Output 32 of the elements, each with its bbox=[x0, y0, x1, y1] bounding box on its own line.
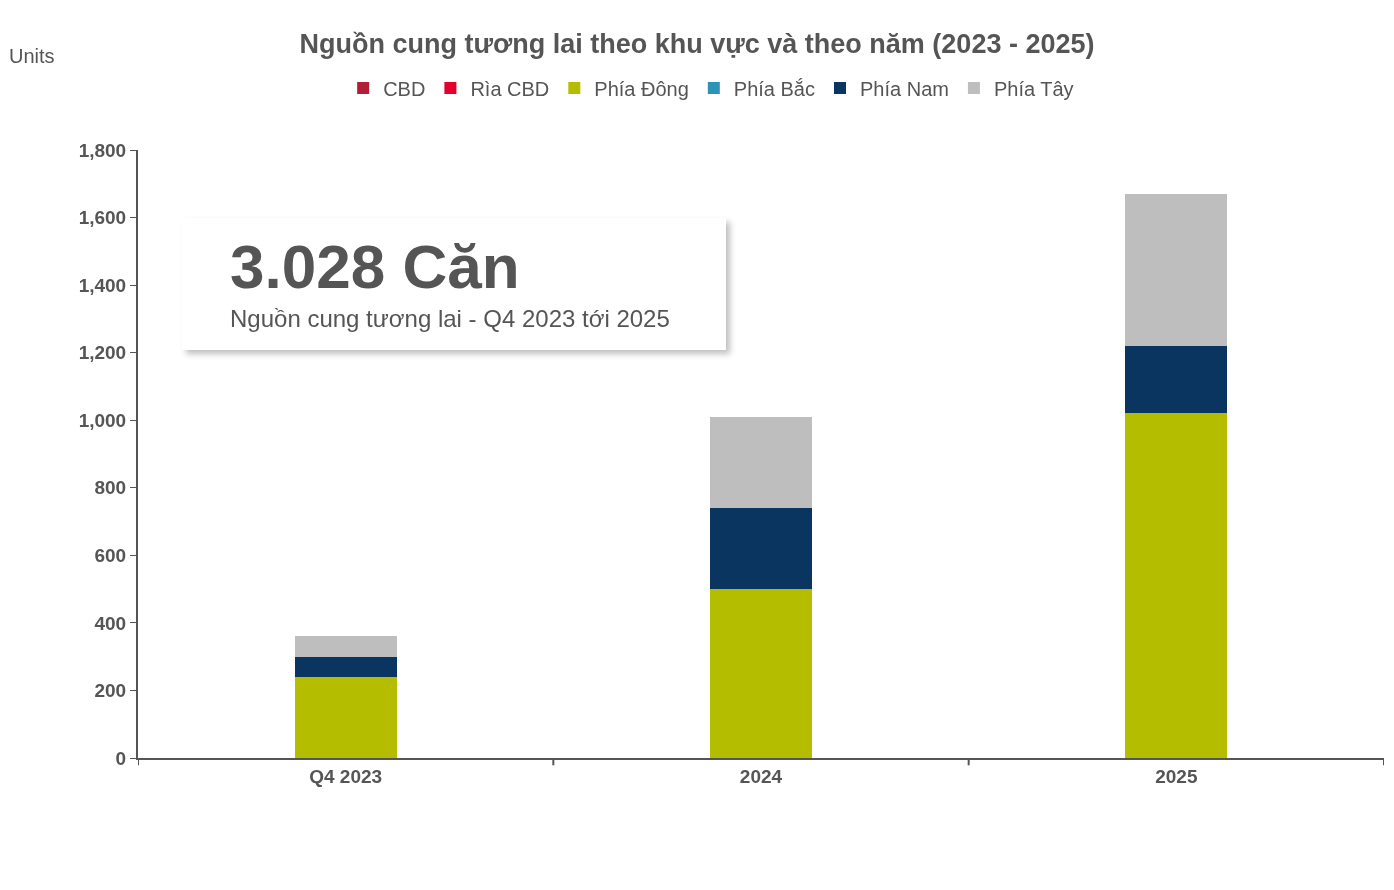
y-tick-label: 1,200 bbox=[78, 342, 127, 364]
y-tick-label: 400 bbox=[94, 612, 127, 634]
annotation: Nguồn cung tương lai - Q4 2023 tới 2025 bbox=[230, 304, 671, 334]
y-tick-label: 1,400 bbox=[78, 274, 127, 296]
y-tick-label: 1,600 bbox=[78, 207, 127, 229]
legend-label: Phía Nam bbox=[859, 77, 949, 100]
x-tick-label: Q4 2023 bbox=[309, 765, 383, 787]
x-tick-label: 2025 bbox=[1155, 765, 1198, 787]
annotation: 3.028 Căn bbox=[230, 232, 521, 302]
legend-label: Phía Tây bbox=[993, 77, 1074, 100]
y-tick-label: 1,800 bbox=[78, 139, 127, 161]
y-tick-label: 1,000 bbox=[78, 409, 127, 431]
bar bbox=[710, 589, 812, 758]
legend-label: Phía Đông bbox=[594, 77, 689, 100]
bar bbox=[710, 508, 812, 590]
bar bbox=[1125, 345, 1228, 414]
y-axis-title: Units bbox=[9, 45, 55, 67]
legend-label: CBD bbox=[383, 77, 426, 100]
bar bbox=[294, 636, 397, 657]
y-tick-label: 200 bbox=[94, 680, 127, 702]
legend-label: Rìa CBD bbox=[470, 77, 550, 100]
y-tick-label: 600 bbox=[94, 544, 127, 566]
y-tick-label: 800 bbox=[94, 477, 127, 499]
bar bbox=[294, 676, 397, 758]
y-tick-label: 0 bbox=[115, 747, 127, 769]
chart-title: Nguồn cung tương lai theo khu vực và theo năm (2023 - 2025) bbox=[299, 29, 1095, 60]
bar bbox=[710, 416, 812, 509]
bar bbox=[1125, 413, 1228, 758]
bar bbox=[294, 656, 397, 677]
legend-label: Phía Bắc bbox=[733, 77, 815, 100]
bar bbox=[1125, 193, 1228, 346]
x-tick-label: 2024 bbox=[739, 765, 783, 787]
